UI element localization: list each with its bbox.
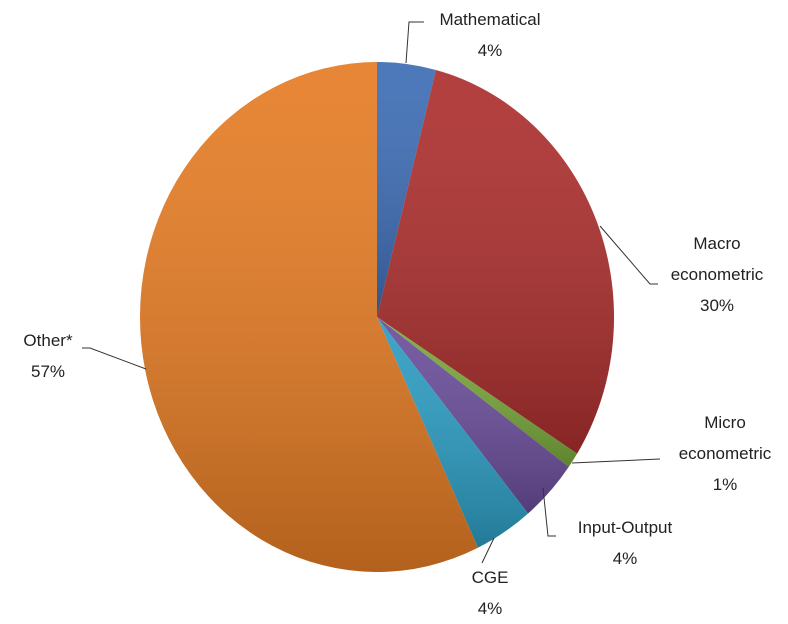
slice-label: Input-Output 4%: [545, 512, 705, 574]
value-label: 30%: [699, 296, 735, 315]
value-label: 4%: [477, 41, 503, 60]
slice-shade: [377, 62, 436, 317]
category-label: Micro econometric: [678, 413, 772, 463]
slice-shade: [377, 317, 569, 514]
slice-label: Mathematical 4%: [410, 4, 570, 66]
leader-line: [481, 537, 495, 564]
leader-line: [82, 347, 147, 370]
leader-lines: [82, 21, 661, 564]
pie: [140, 62, 614, 572]
slice-label: Other* 57%: [3, 325, 93, 387]
slice-shade: [377, 70, 614, 454]
leader-line: [571, 458, 661, 464]
category-label: CGE: [471, 568, 509, 587]
leader-line: [405, 21, 424, 64]
slice-shade: [377, 317, 529, 548]
leader-line: [599, 225, 658, 285]
value-label: 4%: [477, 599, 503, 618]
slice-label: CGE 4%: [460, 562, 520, 624]
value-label: 4%: [612, 549, 638, 568]
slice-shade: [377, 317, 578, 467]
category-label: Input-Output: [577, 518, 673, 537]
value-label: 57%: [30, 362, 66, 381]
leader-line: [542, 487, 556, 537]
value-label: 1%: [712, 475, 738, 494]
slice-label: Macro econometric 30%: [662, 228, 772, 321]
category-label: Other*: [23, 331, 73, 350]
category-label: Mathematical: [439, 10, 541, 29]
slice-label: Micro econometric 1%: [670, 407, 780, 500]
category-label: Macro econometric: [670, 234, 764, 284]
slice-shade: [140, 62, 478, 572]
